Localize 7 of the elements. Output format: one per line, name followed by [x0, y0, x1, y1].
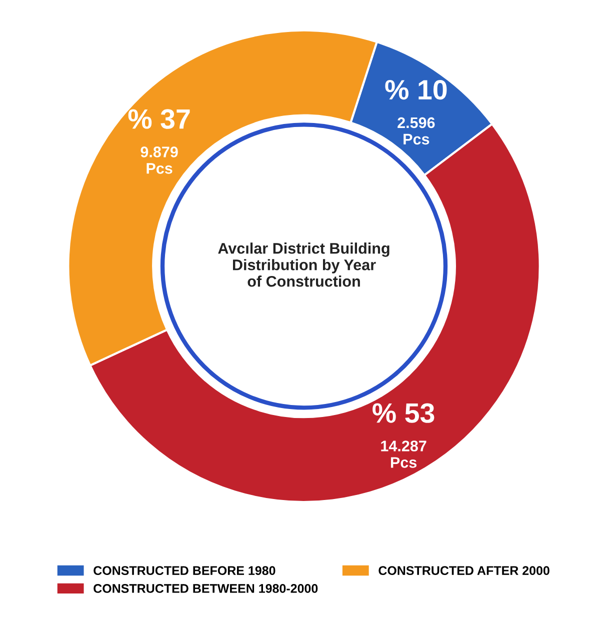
legend-label: CONSTRUCTED AFTER 2000: [378, 566, 550, 575]
legend-label: CONSTRUCTED BETWEEN 1980-2000: [94, 584, 318, 593]
data-label: % 10 2.596 Pcs: [385, 80, 447, 145]
data-label: % 37 9.879 Pcs: [128, 109, 190, 174]
legend-label: CONSTRUCTED BEFORE 1980: [94, 566, 276, 575]
data-label: % 53 14.287 Pcs: [372, 403, 434, 468]
text: Avcılar District Building Distribution by Year of Construction: [218, 242, 390, 287]
